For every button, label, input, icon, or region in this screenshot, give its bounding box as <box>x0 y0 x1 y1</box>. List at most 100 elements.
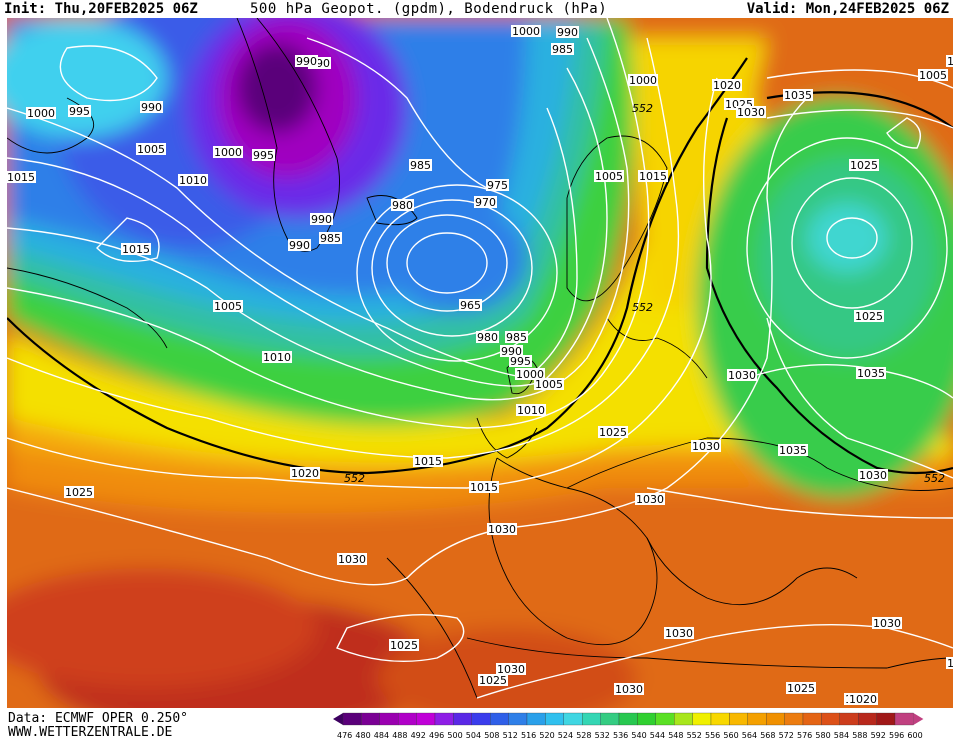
isobar-label: 1010 <box>262 351 292 364</box>
colorbar-tick: 552 <box>687 731 702 740</box>
colorbar-tick: 572 <box>779 731 794 740</box>
svg-text:1030: 1030 <box>692 440 720 453</box>
svg-text:1030: 1030 <box>497 663 525 676</box>
isobar-label: 1015 <box>638 170 668 183</box>
colorbar-swatch <box>821 712 840 726</box>
isobar-label: 1015 <box>413 455 443 468</box>
colorbar-tick: 532 <box>595 731 610 740</box>
geopotential-shading <box>7 18 953 708</box>
isobar-label: 1030 <box>736 106 766 119</box>
colorbar-swatch <box>563 712 583 726</box>
svg-text:1025: 1025 <box>65 486 93 499</box>
isobar-label: 985 <box>505 331 528 344</box>
colorbar-tick: 480 <box>355 731 370 740</box>
isobar-label: 1030 <box>614 683 644 696</box>
isobar-label: 980 <box>391 199 414 212</box>
svg-text:1005: 1005 <box>214 300 242 313</box>
colorbar-swatch <box>839 712 859 726</box>
colorbar-swatch <box>545 712 564 726</box>
isobar-label: 990 <box>288 239 311 252</box>
colorbar-swatch <box>471 712 491 726</box>
svg-text:990: 990 <box>311 213 332 226</box>
isobar-label: 1035 <box>778 444 808 457</box>
svg-text:1025: 1025 <box>855 310 883 323</box>
isobar-label: 1025 <box>598 426 628 439</box>
colorbar-tick: 556 <box>705 731 720 740</box>
colorbar-tick: 488 <box>392 731 407 740</box>
svg-text:990: 990 <box>296 55 317 68</box>
isobar-label: 1030 <box>872 617 902 630</box>
svg-text:990: 990 <box>141 101 162 114</box>
colorbar-swatch <box>379 712 399 726</box>
isobar-label: 1010 <box>516 404 546 417</box>
svg-text:985: 985 <box>410 159 431 172</box>
isobar-label: 990 <box>140 101 163 114</box>
svg-text:1025: 1025 <box>479 674 507 687</box>
colorbar-swatch <box>637 712 656 726</box>
colorbar-swatch <box>342 712 362 726</box>
colorbar-swatch <box>526 712 546 726</box>
isobar-label: 1000 <box>213 146 243 159</box>
colorbar-tick: 540 <box>631 731 646 740</box>
colorbar-tick: 580 <box>815 731 830 740</box>
colorbar-swatch <box>582 712 601 726</box>
isobar-label: 970 <box>474 196 497 209</box>
svg-text:1025: 1025 <box>787 682 815 695</box>
svg-text:1000: 1000 <box>27 107 55 120</box>
svg-text:970: 970 <box>475 196 496 209</box>
isobar-label: 985 <box>551 43 574 56</box>
isobar-label: 1025 <box>478 674 508 687</box>
svg-text:995: 995 <box>510 355 531 368</box>
isobars <box>7 18 953 699</box>
svg-text:980: 980 <box>477 331 498 344</box>
svg-text:985: 985 <box>320 232 341 245</box>
colorbar-tick: 536 <box>613 731 628 740</box>
colorbar-swatch <box>729 712 748 726</box>
svg-text:1020: 1020 <box>947 55 953 68</box>
colorbar-tick: 500 <box>447 731 462 740</box>
colorbar-tick: 588 <box>852 731 867 740</box>
map-header: Init: Thu,20FEB2025 06Z 500 hPa Geopot. … <box>0 0 959 18</box>
colorbar-swatch <box>434 712 454 726</box>
colorbar-min-arrow <box>333 713 343 725</box>
colorbar-swatch <box>876 712 896 726</box>
svg-text:1015: 1015 <box>414 455 442 468</box>
svg-text:1030: 1030 <box>859 469 887 482</box>
svg-text:990: 990 <box>501 345 522 358</box>
isobar-label: 1025 <box>849 159 879 172</box>
svg-text:1035: 1035 <box>857 367 885 380</box>
isobar-label: 990 <box>310 213 333 226</box>
colorbar-swatches <box>333 712 924 726</box>
svg-text:990: 990 <box>557 26 578 39</box>
isobar-label: 985 <box>409 159 432 172</box>
svg-text:1035: 1035 <box>784 89 812 102</box>
svg-text:1030: 1030 <box>615 683 643 696</box>
isobar-label: 552 <box>924 472 945 485</box>
colorbar-swatch <box>416 712 436 726</box>
isobar-label: 1015 <box>469 481 499 494</box>
isobar-label: 1020 <box>712 79 742 92</box>
isobar-label: 1025 <box>786 682 816 695</box>
svg-text:1025: 1025 <box>947 657 953 670</box>
isobar-label: 1000 <box>515 368 545 381</box>
svg-text:1010: 1010 <box>517 404 545 417</box>
isobar-label: 1035 <box>856 367 886 380</box>
svg-text:1000: 1000 <box>512 25 540 38</box>
init-time: Init: Thu,20FEB2025 06Z <box>4 1 198 17</box>
website-url: WWW.WETTERZENTRALE.DE <box>8 725 173 740</box>
colorbar-tick: 496 <box>429 731 444 740</box>
isobar-label: 1030 <box>487 523 517 536</box>
isobar-label: 1000 <box>26 107 56 120</box>
colorbar-swatch <box>453 712 472 726</box>
isobar-label: 1025 <box>854 310 884 323</box>
isobar-label: 1015 <box>121 243 151 256</box>
isobar-label: 995 <box>68 105 91 118</box>
colorbar-tick: 508 <box>484 731 499 740</box>
svg-text:1010: 1010 <box>179 174 207 187</box>
svg-text:1005: 1005 <box>535 378 563 391</box>
svg-text:995: 995 <box>69 105 90 118</box>
colorbar-swatch <box>747 712 767 726</box>
isobar-label: 552 <box>344 472 365 485</box>
colorbar-tick: 592 <box>871 731 886 740</box>
svg-text:1020: 1020 <box>713 79 741 92</box>
